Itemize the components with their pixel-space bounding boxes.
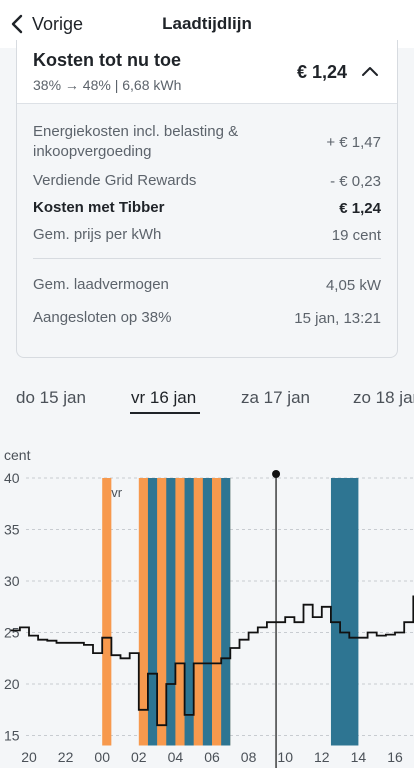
day-tab-za-17[interactable]: za 17 jan <box>241 388 310 407</box>
y-tick-label: 35 <box>4 522 20 538</box>
back-label: Vorige <box>32 13 84 34</box>
cost-summary-title: Kosten tot nu toe <box>33 50 181 70</box>
energy-cost-row: Energiekosten incl. belasting & inkoopve… <box>33 122 381 162</box>
x-tick-label: 06 <box>204 749 220 765</box>
y-tick-label: 30 <box>4 573 20 589</box>
chart-y-unit-label: cent <box>4 447 31 463</box>
price-timeline-chart[interactable]: 152025303540vr202200020406081012141618 <box>0 466 414 768</box>
grid-reward-window-bar <box>202 478 212 746</box>
tibber-cost-value: € 1,24 <box>339 199 381 217</box>
grid-reward-window-bar <box>184 478 194 746</box>
y-tick-label: 25 <box>4 625 20 641</box>
day-start-marker-label: vr <box>111 485 123 500</box>
connected-row: Aangesloten op 38% 15 jan, 13:21 <box>33 308 381 328</box>
x-tick-label: 02 <box>131 749 147 765</box>
page-title: Laadtijdlijn <box>162 14 252 33</box>
day-tab-zo-18[interactable]: zo 18 jan <box>353 388 414 407</box>
grid-reward-window-bar <box>147 478 158 746</box>
day-tab-do-15[interactable]: do 15 jan <box>16 388 86 407</box>
avg-power-row: Gem. laadvermogen 4,05 kW <box>33 275 381 295</box>
day-tab-vr-16[interactable]: vr 16 jan <box>131 388 197 407</box>
grid-reward-window-bar <box>166 478 176 746</box>
x-tick-label: 22 <box>58 749 74 765</box>
avg-power-value: 4,05 kW <box>325 276 381 294</box>
y-tick-label: 15 <box>4 728 20 744</box>
cost-summary-header[interactable]: Kosten tot nu toe 38% → 48% | 6,68 kWh €… <box>17 40 397 104</box>
avg-power-label: Gem. laadvermogen <box>33 276 169 293</box>
x-tick-label: 08 <box>241 749 257 765</box>
energy-cost-label: Energiekosten incl. belasting & inkoopve… <box>33 123 239 160</box>
charging-window-bar <box>102 478 112 746</box>
grid-reward-window-bar <box>221 478 231 746</box>
avg-price-row: Gem. prijs per kWh 19 cent <box>33 225 381 245</box>
chevron-left-icon <box>11 14 23 34</box>
x-tick-label: 12 <box>314 749 330 765</box>
x-tick-label: 10 <box>277 749 293 765</box>
grid-rewards-label: Verdiende Grid Rewards <box>33 172 197 189</box>
price-step-line <box>10 595 414 727</box>
x-tick-label: 20 <box>21 749 37 765</box>
grid-reward-window-bar <box>330 478 359 746</box>
x-tick-label: 04 <box>168 749 184 765</box>
day-selector: do 15 jan vr 16 jan za 17 jan zo 18 jan <box>0 380 414 420</box>
x-tick-label: 14 <box>351 749 367 765</box>
summary-divider <box>33 258 381 259</box>
cost-summary-total: € 1,24 <box>296 62 347 82</box>
x-tick-label: 16 <box>387 749 403 765</box>
active-day-underline <box>130 412 200 414</box>
energy-cost-value: + € 1,47 <box>326 133 381 151</box>
y-tick-label: 40 <box>4 470 20 486</box>
tibber-cost-row: Kosten met Tibber € 1,24 <box>33 198 381 218</box>
y-tick-label: 20 <box>4 676 20 692</box>
grid-rewards-value: - € 0,23 <box>330 172 381 190</box>
chevron-up-icon[interactable] <box>361 64 379 78</box>
avg-price-label: Gem. prijs per kWh <box>33 226 162 243</box>
x-tick-label: 00 <box>94 749 110 765</box>
cost-summary-card: Kosten tot nu toe 38% → 48% | 6,68 kWh €… <box>16 40 398 358</box>
back-button[interactable]: Vorige <box>10 10 83 38</box>
avg-price-value: 19 cent <box>331 226 381 244</box>
connected-label: Aangesloten op 38% <box>33 309 172 326</box>
current-time-dot <box>272 470 281 478</box>
tibber-cost-label: Kosten met Tibber <box>33 199 165 216</box>
cost-summary-subtitle: 38% → 48% | 6,68 kWh <box>33 77 182 93</box>
connected-value: 15 jan, 13:21 <box>294 309 381 327</box>
grid-rewards-row: Verdiende Grid Rewards - € 0,23 <box>33 171 381 191</box>
